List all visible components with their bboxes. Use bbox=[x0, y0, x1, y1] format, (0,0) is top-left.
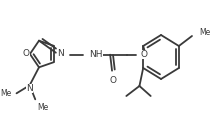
Text: Me: Me bbox=[1, 89, 12, 98]
Text: Me: Me bbox=[199, 29, 211, 37]
Text: NH: NH bbox=[89, 50, 103, 59]
Text: O: O bbox=[140, 50, 147, 59]
Text: N: N bbox=[26, 84, 33, 93]
Text: O: O bbox=[23, 50, 30, 59]
Text: O: O bbox=[109, 76, 116, 85]
Text: N: N bbox=[57, 49, 64, 58]
Text: Me: Me bbox=[37, 103, 48, 112]
